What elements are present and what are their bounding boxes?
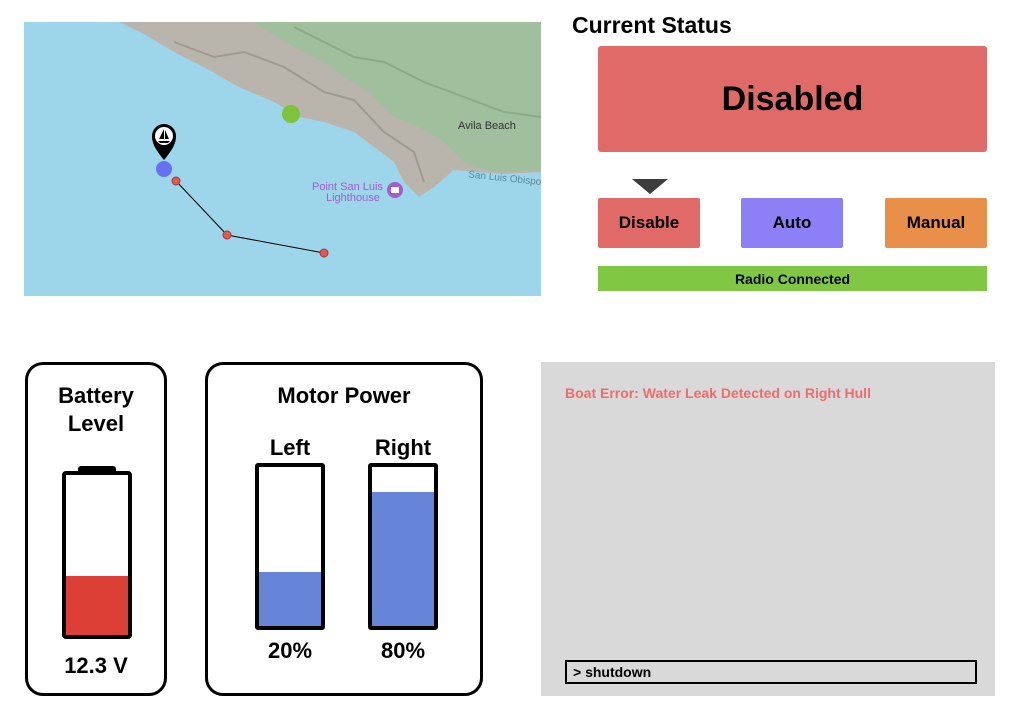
map-label-point-san-luis: Point San Luis	[312, 181, 383, 193]
motor-power-panel: Motor Power Left 20% Right 80%	[205, 362, 483, 696]
map-canvas[interactable]	[24, 22, 541, 296]
right-motor-gauge	[368, 463, 438, 630]
left-motor-fill	[259, 571, 321, 626]
left-motor-label: Left	[269, 435, 311, 460]
ridge-shading	[173, 41, 425, 183]
map-view[interactable]: Avila Beach Point San Luis Lighthouse Sa…	[24, 22, 541, 296]
landmark-pin-icon	[387, 182, 403, 198]
motor-power-title: Motor Power	[277, 383, 411, 408]
ridge-shading-2	[293, 26, 541, 118]
console-panel: Boat Error: Water Leak Detected on Right…	[541, 362, 995, 696]
battery-gauge	[62, 471, 132, 639]
radio-status-bar: Radio Connected	[598, 266, 987, 291]
route-line	[175, 180, 325, 254]
left-motor-percent: 20%	[267, 638, 313, 663]
waypoint-marker	[171, 176, 181, 186]
status-display: Disabled	[598, 46, 987, 152]
battery-title-line2: Level	[67, 411, 125, 436]
waypoint-marker	[319, 248, 329, 258]
auto-button[interactable]: Auto	[741, 198, 843, 248]
left-motor-gauge	[255, 463, 325, 630]
sailboat-pin-icon	[152, 124, 176, 160]
target-marker	[282, 105, 300, 123]
console-error-message: Boat Error: Water Leak Detected on Right…	[565, 385, 871, 401]
manual-button[interactable]: Manual	[885, 198, 987, 248]
battery-voltage: 12.3 V	[64, 653, 128, 678]
battery-panel: Battery Level 12.3 V	[25, 362, 167, 696]
waypoint-marker	[222, 230, 232, 240]
battery-title-line1: Battery	[58, 383, 134, 408]
map-label-avila-beach: Avila Beach	[458, 120, 516, 132]
status-heading: Current Status	[572, 12, 732, 38]
selected-mode-indicator	[632, 179, 668, 194]
hills-green	[254, 22, 541, 172]
right-motor-percent: 80%	[380, 638, 426, 663]
boat-position-marker	[156, 161, 172, 177]
console-command-input[interactable]	[565, 660, 977, 684]
map-label-lighthouse: Lighthouse	[326, 192, 380, 204]
right-motor-label: Right	[374, 435, 432, 460]
battery-fill	[66, 575, 128, 635]
battery-terminal	[78, 466, 116, 474]
disable-button[interactable]: Disable	[598, 198, 700, 248]
right-motor-fill	[372, 492, 434, 626]
